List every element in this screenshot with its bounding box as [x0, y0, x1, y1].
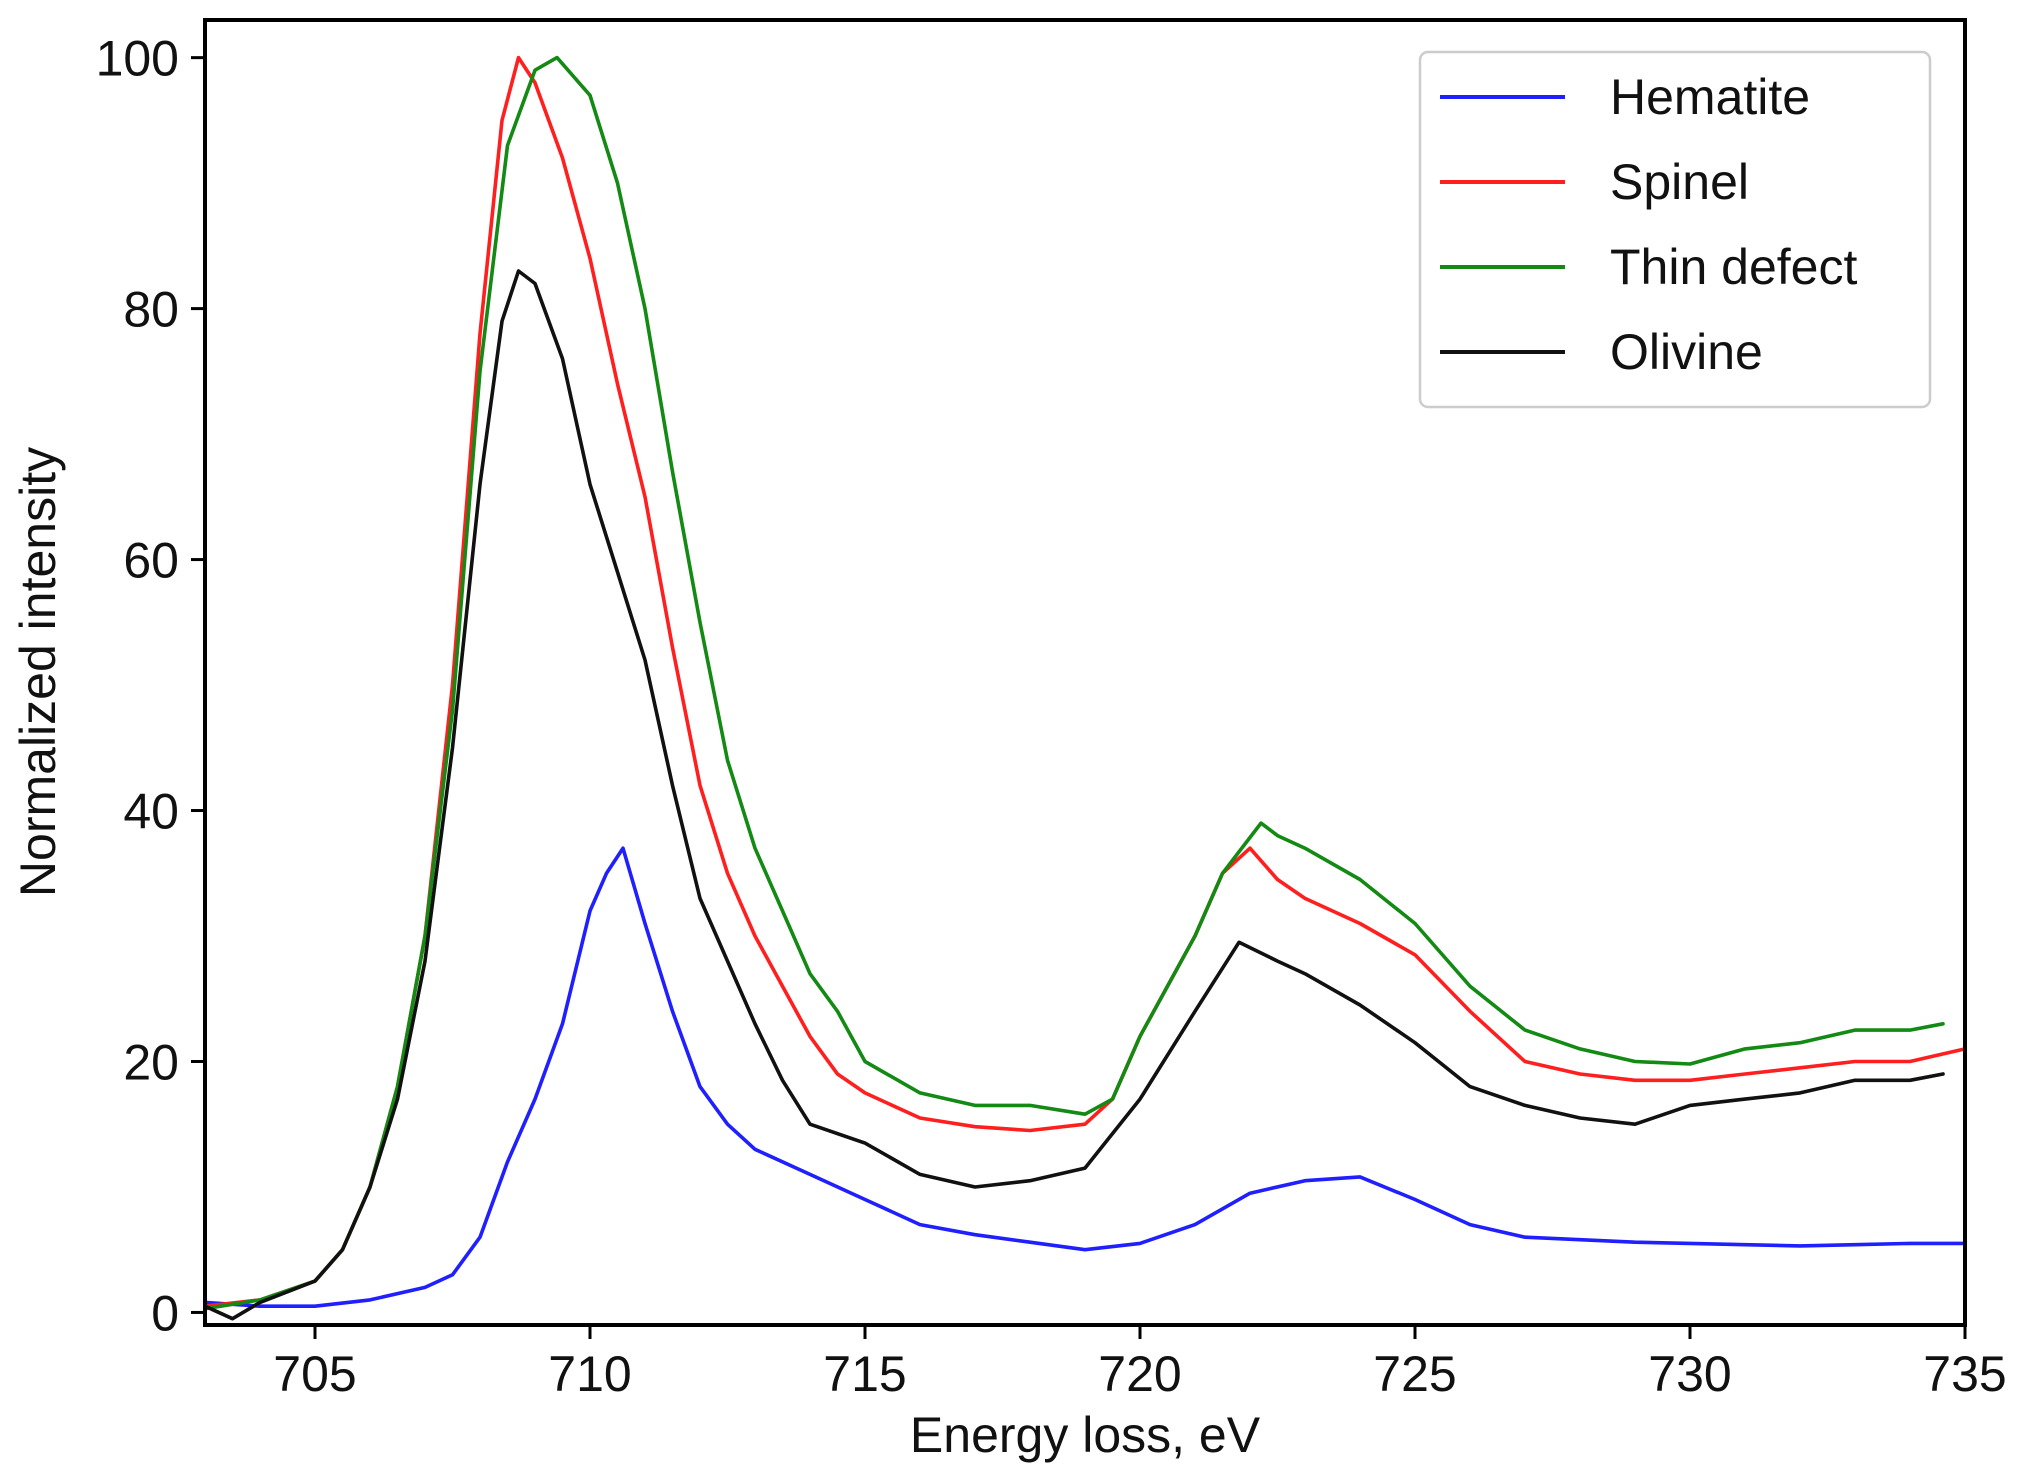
- series-line-olivine: [203, 269, 1945, 1321]
- x-tick-label: 715: [823, 1346, 906, 1402]
- x-tick-label: 730: [1648, 1346, 1731, 1402]
- y-tick-label: 20: [123, 1034, 179, 1090]
- legend-item-olivine: Olivine: [1440, 324, 1763, 380]
- y-axis-title: Normalized intensity: [10, 447, 66, 897]
- y-axis: 0 20 40 60 80 100: [96, 31, 205, 1341]
- legend-item-spinel: Spinel: [1440, 154, 1749, 210]
- x-axis: 705 710 715 720 725 730 735: [273, 1325, 2007, 1402]
- legend-box: [1418, 50, 1932, 409]
- y-tick-label: 40: [123, 784, 179, 840]
- legend-label-thin-defect: Thin defect: [1610, 239, 1857, 295]
- legend-item-thin-defect: Thin defect: [1440, 239, 1857, 295]
- y-tick-label: 0: [151, 1285, 179, 1341]
- x-tick-label: 725: [1373, 1346, 1456, 1402]
- series-line-spinel: [203, 55, 1967, 1308]
- x-tick-label: 720: [1098, 1346, 1181, 1402]
- series-line-thin-defect: [203, 55, 1945, 1311]
- legend: Hematite Spinel Thin defect Olivine: [1418, 50, 1932, 409]
- legend-label-olivine: Olivine: [1610, 324, 1763, 380]
- y-tick-label: 100: [96, 31, 179, 87]
- x-tick-label: 710: [548, 1346, 631, 1402]
- x-axis-title: Energy loss, eV: [910, 1407, 1261, 1463]
- x-tick-label: 735: [1923, 1346, 2006, 1402]
- plot-border: [203, 18, 1967, 1327]
- y-tick-label: 80: [123, 282, 179, 338]
- y-tick-label: 60: [123, 533, 179, 589]
- legend-item-hematite: Hematite: [1440, 69, 1810, 125]
- legend-label-hematite: Hematite: [1610, 69, 1810, 125]
- x-tick-label: 705: [273, 1346, 356, 1402]
- series-layer: [203, 55, 1967, 1321]
- legend-label-spinel: Spinel: [1610, 154, 1749, 210]
- series-line-hematite: [203, 846, 1967, 1308]
